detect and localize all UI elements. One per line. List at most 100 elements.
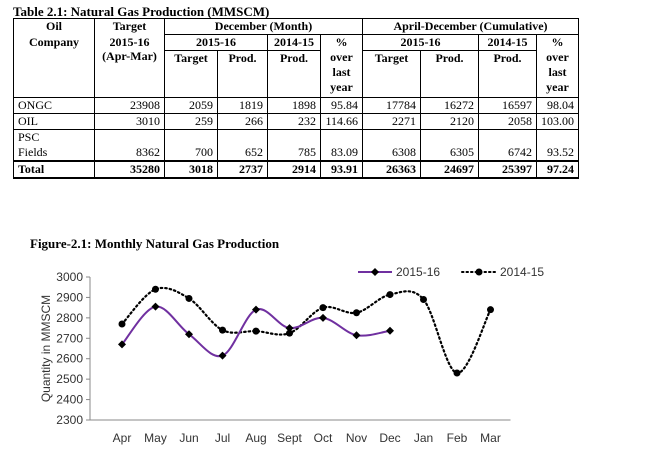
cell-cum-target: 26363 [362, 160, 421, 179]
cell-dec-pct: 93.91 [320, 160, 363, 179]
row-company-line2: Fields [18, 145, 48, 159]
legend-marker-2015-16 [371, 268, 379, 276]
cell-dec-prod: 1819 [217, 97, 268, 114]
y-tick-label: 2800 [56, 311, 83, 325]
data-point-2014-15 [219, 326, 226, 334]
cell-dec-prev: 785 [267, 129, 321, 162]
data-point-2015-16 [118, 340, 126, 349]
y-tick-label: 2500 [56, 372, 83, 386]
x-tick-label: Jan [414, 431, 433, 445]
cell-dec-prev: 2914 [267, 160, 321, 179]
data-point-2014-15 [386, 291, 394, 299]
row-company: PSC Fields [13, 129, 95, 162]
cell-dec-prev: 232 [267, 113, 321, 130]
row-company: OIL [13, 113, 95, 130]
header-cum-pct: % over last year [536, 34, 579, 98]
x-tick-label: Dec [379, 431, 400, 445]
cell-target: 23908 [94, 97, 165, 114]
pct-l4: year [546, 80, 569, 94]
x-tick-label: Aug [245, 431, 266, 445]
x-tick-label: Oct [314, 431, 333, 445]
y-axis-label: Quantity in MMSCM [39, 295, 53, 402]
header-dec-2015-16: 2015-16 [164, 34, 268, 51]
pct-l3: last [332, 65, 351, 79]
data-point-2015-16 [386, 326, 394, 335]
table-row: PSC Fields 8362 700 652 785 83.09 6308 6… [13, 129, 579, 162]
cell-cum-prev: 6742 [478, 129, 537, 162]
cell-target: 3010 [94, 113, 165, 130]
header-target-period: (Apr-Mar) [102, 48, 157, 63]
header-cum-2015-16: 2015-16 [362, 34, 479, 51]
cell-dec-target: 700 [164, 129, 218, 162]
cell-dec-target: 3018 [164, 160, 218, 179]
cell-cum-target: 6308 [362, 129, 421, 162]
table-row: OIL 3010 259 266 232 114.66 2271 2120 20… [13, 113, 579, 130]
cell-dec-pct: 83.09 [320, 129, 363, 162]
header-dec-prev-prod: Prod. [267, 50, 321, 98]
y-tick-label: 2600 [56, 352, 83, 366]
data-point-2014-15 [420, 295, 427, 303]
cell-cum-prod: 2120 [420, 113, 479, 130]
header-dec-prod: Prod. [217, 50, 268, 98]
table-row: ONGC 23908 2059 1819 1898 95.84 17784 16… [13, 97, 579, 114]
data-point-2015-16 [252, 305, 260, 314]
cell-cum-prev: 16597 [478, 97, 537, 114]
cell-cum-prod: 24697 [420, 160, 479, 179]
header-cum-target: Target [362, 50, 421, 98]
data-point-2014-15 [252, 327, 260, 335]
figure-caption: Figure-2.1: Monthly Natural Gas Producti… [30, 236, 280, 251]
header-december: December (Month) [164, 18, 363, 35]
cell-dec-target: 259 [164, 113, 218, 130]
data-point-2015-16 [151, 302, 160, 311]
production-table: Oil Target December (Month) April-Decemb… [13, 18, 579, 179]
x-tick-label: Apr [113, 431, 132, 445]
pct-l1: % [551, 35, 564, 49]
cell-cum-pct: 93.52 [536, 129, 579, 162]
cell-dec-pct: 114.66 [320, 113, 363, 130]
data-point-2014-15 [286, 329, 293, 337]
legend-label-2014-15: 2014-15 [500, 265, 544, 279]
data-point-2014-15 [319, 304, 327, 312]
pct-l2: over [546, 50, 569, 64]
table-row-total: Total 35280 3018 2737 2914 93.91 26363 2… [13, 160, 579, 179]
cell-cum-pct: 97.24 [536, 160, 579, 179]
x-tick-label: Jul [215, 431, 230, 445]
cell-cum-pct: 98.04 [536, 97, 579, 114]
x-tick-label: Jun [179, 431, 198, 445]
cell-dec-prev: 1898 [267, 97, 321, 114]
x-tick-label: Sept [277, 431, 302, 445]
data-point-2015-16 [218, 351, 227, 360]
data-point-2014-15 [185, 294, 193, 302]
y-tick-label: 2400 [56, 393, 83, 407]
data-point-2014-15 [152, 285, 159, 293]
header-dec-pct: % over last year [320, 34, 363, 98]
header-target: Target [94, 18, 165, 35]
data-point-2015-16 [352, 331, 361, 340]
x-tick-label: May [144, 431, 167, 445]
y-tick-label: 2300 [56, 413, 83, 427]
cell-cum-prev: 2058 [478, 113, 537, 130]
legend-marker-2014-15 [475, 268, 483, 276]
header-dec-target: Target [164, 50, 218, 98]
table-caption: Table 2.1: Natural Gas Production (MMSCM… [13, 4, 270, 19]
x-tick-label: Nov [346, 431, 367, 445]
cell-dec-prod: 652 [217, 129, 268, 162]
pct-l2: over [330, 50, 353, 64]
cell-dec-pct: 95.84 [320, 97, 363, 114]
row-company-line1: PSC [18, 130, 40, 144]
y-tick-label: 3000 [56, 270, 83, 284]
pct-l4: year [330, 80, 353, 94]
header-target-year-label: 2015-16 [109, 34, 150, 49]
cell-cum-prod: 16272 [420, 97, 479, 114]
header-cum-prev-prod: Prod. [478, 50, 537, 98]
data-point-2014-15 [118, 320, 126, 328]
header-company: Company [13, 34, 95, 98]
cell-cum-target: 2271 [362, 113, 421, 130]
data-point-2014-15 [453, 369, 461, 377]
cell-dec-target: 2059 [164, 97, 218, 114]
header-april-december: April-December (Cumulative) [362, 18, 579, 35]
data-point-2015-16 [285, 324, 294, 333]
row-company: Total [13, 160, 95, 179]
data-point-2015-16 [185, 330, 193, 339]
cell-target: 8362 [94, 129, 165, 162]
